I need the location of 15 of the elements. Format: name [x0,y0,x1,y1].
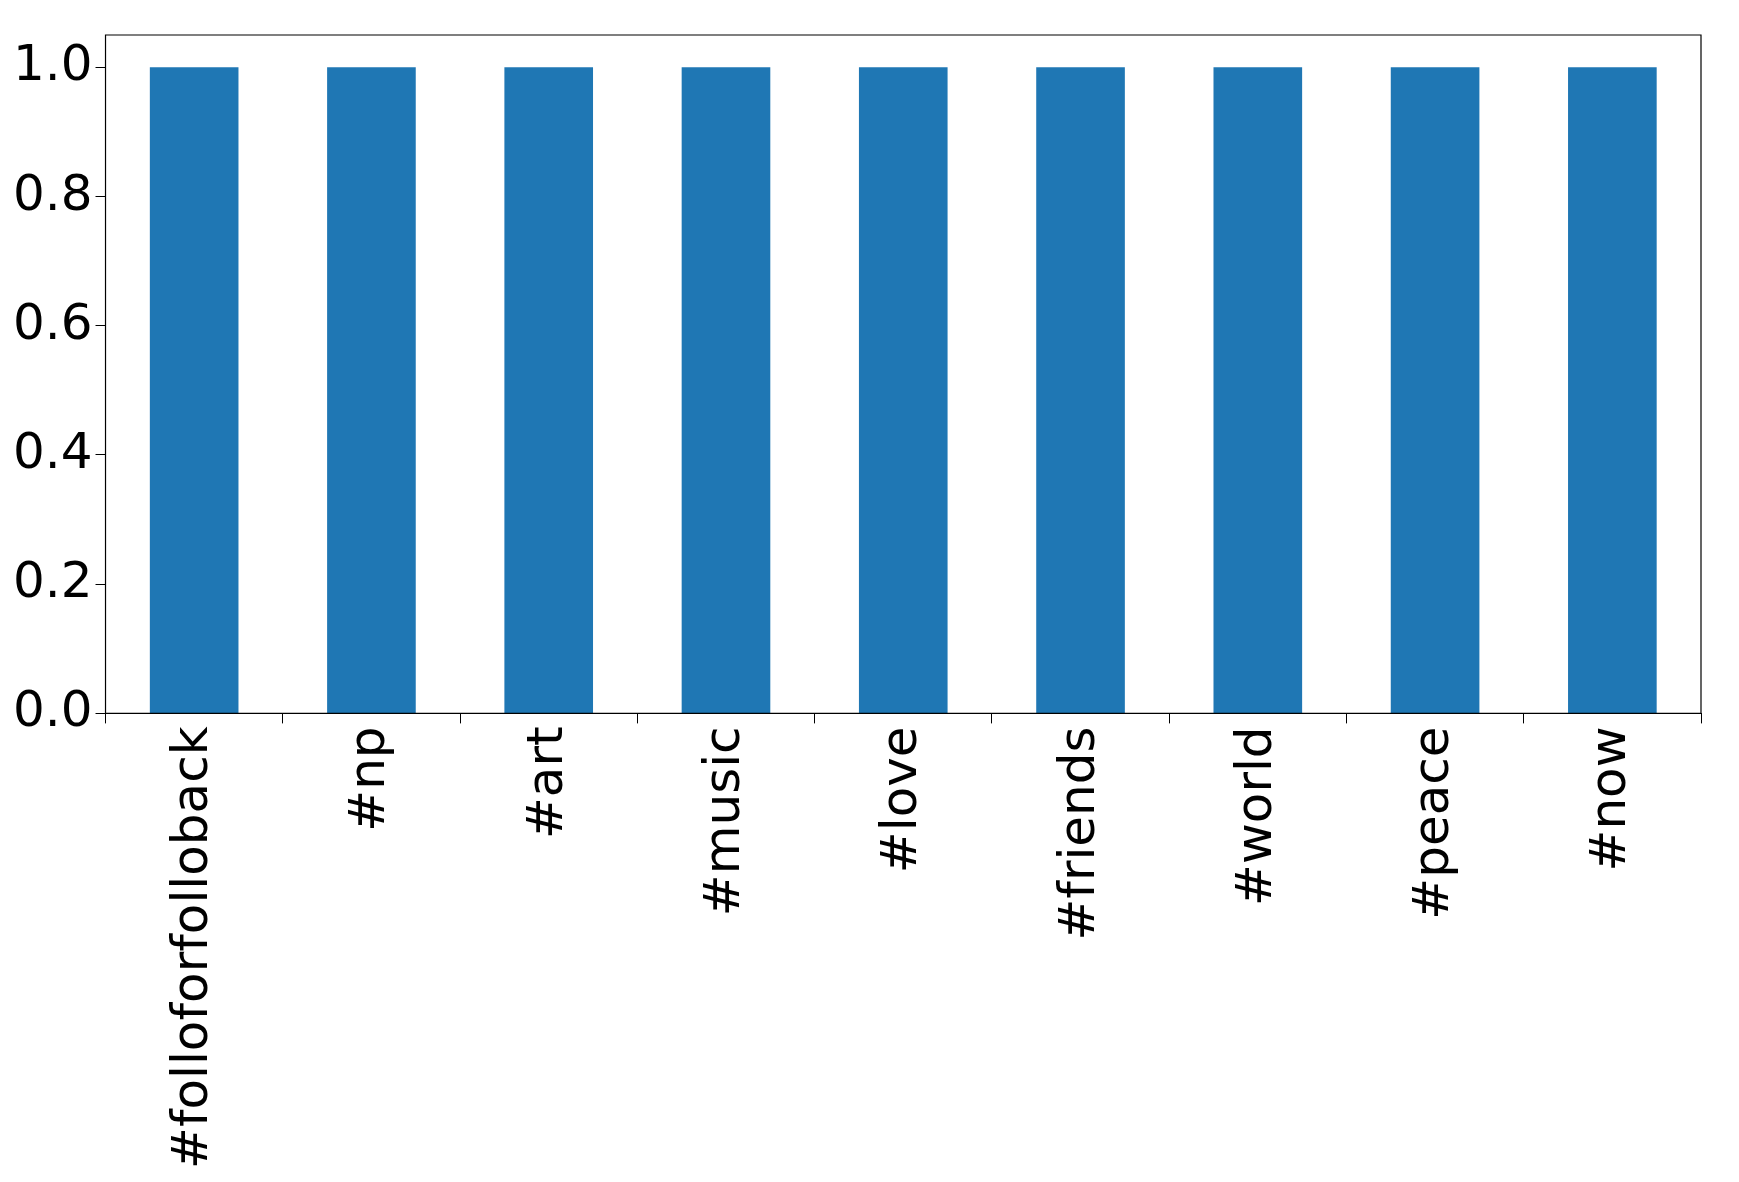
y-tick-label: 0.8 [12,163,93,222]
x-tick-label: #friends [1047,726,1106,941]
x-tick-label: #np [338,726,397,832]
y-tick-label: 0.4 [12,421,93,480]
y-tick-label: 0.2 [12,551,93,610]
x-tick-label: #music [692,726,751,917]
x-tick-label: #now [1579,726,1638,872]
x-tick-label: #peace [1402,726,1461,920]
y-tick-label: 1.0 [12,34,93,93]
y-tick-label: 0.6 [12,292,93,351]
x-tick-label: #folloforfolloback [161,726,220,1170]
x-tick-label: #art [515,726,574,840]
y-tick-label: 0.0 [12,680,93,739]
x-tick-label: #world [1224,726,1283,906]
x-tick-label: #love [870,726,929,874]
